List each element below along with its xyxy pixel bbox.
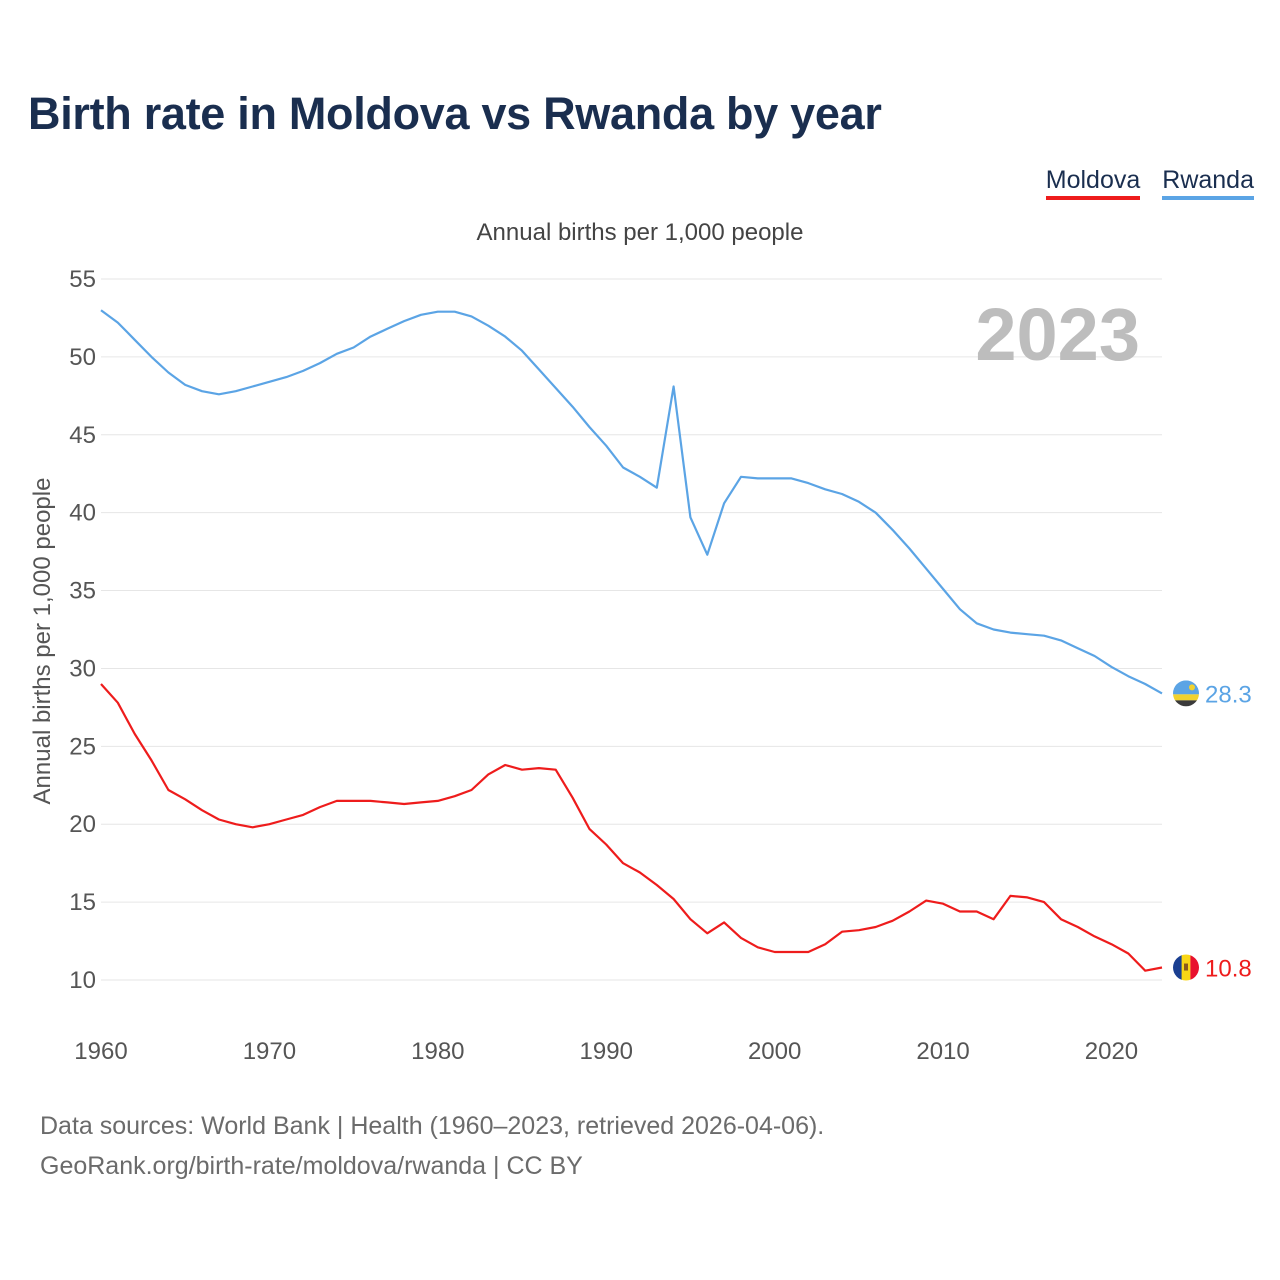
y-tick-35: 35 bbox=[69, 578, 96, 605]
y-tick-25: 25 bbox=[69, 733, 96, 760]
line-chart: Annual births per 1,000 people 10 15 20 25 3… bbox=[29, 219, 1252, 1065]
y-tick-30: 30 bbox=[69, 655, 96, 682]
series-line-moldova bbox=[100, 683, 1163, 972]
y-tick-50: 50 bbox=[69, 344, 96, 371]
legend-item-moldova[interactable]: Moldova bbox=[1045, 166, 1141, 200]
legend-item-rwanda[interactable]: Rwanda bbox=[1162, 166, 1254, 200]
x-tick-2010: 2010 bbox=[916, 1038, 969, 1065]
chart-title: Birth rate in Moldova vs Rwanda by year bbox=[28, 88, 882, 139]
series-line-rwanda bbox=[100, 309, 1163, 695]
series-end-markers: 10.8 28.3 bbox=[1173, 680, 1252, 983]
x-axis-ticks: 1960 1970 1980 1990 2000 2010 2020 bbox=[74, 1038, 1138, 1065]
footer-sources: Data sources: World Bank | Health (1960–… bbox=[40, 1112, 825, 1140]
flag-icon-rwanda bbox=[1173, 680, 1199, 707]
y-axis-ticks: 10 15 20 25 30 35 40 45 50 55 bbox=[69, 266, 96, 994]
end-label-rwanda: 28.3 bbox=[1205, 681, 1252, 708]
x-tick-1970: 1970 bbox=[243, 1038, 296, 1065]
year-watermark: 2023 bbox=[975, 293, 1140, 376]
grid bbox=[101, 278, 1162, 981]
x-tick-1990: 1990 bbox=[580, 1038, 633, 1065]
x-tick-1960: 1960 bbox=[74, 1038, 127, 1065]
y-tick-55: 55 bbox=[69, 266, 96, 293]
y-axis-label: Annual births per 1,000 people bbox=[29, 478, 56, 805]
y-tick-15: 15 bbox=[69, 889, 96, 916]
flag-icon-moldova bbox=[1173, 954, 1199, 981]
y-tick-45: 45 bbox=[69, 422, 96, 449]
chart-subtitle: Annual births per 1,000 people bbox=[477, 219, 804, 246]
series-lines bbox=[100, 309, 1163, 972]
legend: Moldova Rwanda bbox=[1045, 166, 1254, 200]
end-label-moldova: 10.8 bbox=[1205, 956, 1252, 983]
x-tick-2020: 2020 bbox=[1085, 1038, 1138, 1065]
y-tick-40: 40 bbox=[69, 500, 96, 527]
x-tick-1980: 1980 bbox=[411, 1038, 464, 1065]
footer-link[interactable]: GeoRank.org/birth-rate/moldova/rwanda | … bbox=[40, 1152, 583, 1180]
x-tick-2000: 2000 bbox=[748, 1038, 801, 1065]
y-tick-20: 20 bbox=[69, 811, 96, 838]
footer: Data sources: World Bank | Health (1960–… bbox=[40, 1106, 824, 1186]
y-tick-10: 10 bbox=[69, 967, 96, 994]
